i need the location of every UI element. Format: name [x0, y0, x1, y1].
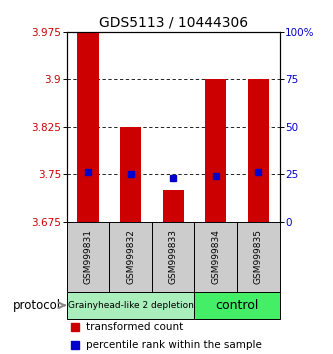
Bar: [163, 190, 184, 222]
Text: GSM999834: GSM999834: [211, 229, 220, 284]
Text: GSM999831: GSM999831: [83, 229, 93, 284]
Bar: [77, 32, 99, 222]
Text: GSM999833: GSM999833: [168, 229, 178, 284]
Text: protocol: protocol: [13, 299, 62, 312]
Bar: [205, 79, 226, 222]
Text: Grainyhead-like 2 depletion: Grainyhead-like 2 depletion: [68, 301, 193, 310]
Bar: [152, 222, 194, 292]
Bar: [194, 222, 237, 292]
Text: percentile rank within the sample: percentile rank within the sample: [86, 340, 262, 350]
Bar: [67, 292, 194, 319]
Title: GDS5113 / 10444306: GDS5113 / 10444306: [99, 15, 248, 29]
Text: GSM999832: GSM999832: [126, 229, 135, 284]
Bar: [109, 222, 152, 292]
Bar: [248, 79, 269, 222]
Text: control: control: [215, 299, 259, 312]
Text: GSM999835: GSM999835: [254, 229, 263, 284]
Bar: [194, 292, 280, 319]
Bar: [67, 222, 109, 292]
Bar: [120, 127, 141, 222]
Bar: [237, 222, 280, 292]
Text: transformed count: transformed count: [86, 322, 183, 332]
